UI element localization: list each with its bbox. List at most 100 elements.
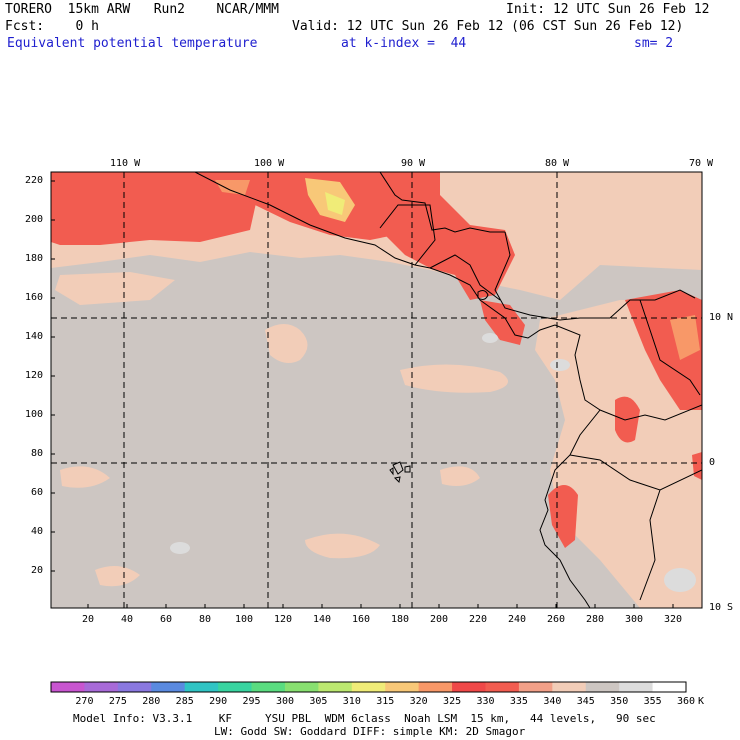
x-tick: 40 bbox=[121, 614, 134, 625]
lon-label-80w: 80 W bbox=[545, 158, 570, 169]
colorbar-swatch bbox=[84, 682, 119, 692]
y-tick: 80 bbox=[31, 448, 44, 459]
peach-blob-sw bbox=[95, 566, 140, 587]
colorbar-swatch bbox=[452, 682, 486, 692]
colorbar-swatch bbox=[385, 682, 420, 692]
border-brazil-peru bbox=[639, 489, 661, 601]
colorbar-swatch bbox=[485, 682, 520, 692]
colorbar-label: 300 bbox=[275, 696, 294, 707]
yellow-core-mexico bbox=[325, 192, 345, 215]
peach-blob-west-1 bbox=[55, 272, 175, 305]
y-tick: 40 bbox=[31, 526, 44, 537]
gray-spot-4 bbox=[664, 568, 696, 592]
peach-blob-w2 bbox=[60, 466, 110, 488]
x-tick: 200 bbox=[430, 614, 449, 625]
init-time: Init: 12 UTC Sun 26 Feb 12 bbox=[506, 2, 710, 17]
lon-label-110w: 110 W bbox=[110, 158, 141, 169]
colorbar-swatch bbox=[318, 682, 353, 692]
peach-blob-c2 bbox=[440, 466, 480, 486]
lat-label-0: 0 bbox=[709, 457, 716, 468]
x-tick: 60 bbox=[160, 614, 173, 625]
lon-label-90w: 90 W bbox=[401, 158, 426, 169]
gray-spot-3 bbox=[550, 359, 570, 371]
border-peru bbox=[569, 454, 702, 491]
colorbar-swatch bbox=[418, 682, 453, 692]
colorbar bbox=[50, 681, 687, 693]
x-tick: 180 bbox=[391, 614, 410, 625]
colorbar-swatch bbox=[151, 682, 186, 692]
colorbar-label: 305 bbox=[309, 696, 328, 707]
lake-nicaragua bbox=[477, 290, 489, 300]
colorbar-label: 330 bbox=[476, 696, 495, 707]
colorbar-label: 310 bbox=[342, 696, 361, 707]
field-name: Equivalent potential temperature bbox=[7, 36, 258, 51]
colorbar-label: 335 bbox=[509, 696, 528, 707]
theta-e-field bbox=[51, 172, 702, 608]
forecast-hour: Fcst: 0 h bbox=[5, 19, 99, 34]
y-tick: 20 bbox=[31, 565, 44, 576]
red-region-central-america bbox=[380, 195, 515, 300]
colorbar-swatch bbox=[184, 682, 219, 692]
orange-region-venezuela bbox=[670, 315, 700, 360]
lon-label-100w: 100 W bbox=[254, 158, 285, 169]
colorbar-label: 345 bbox=[576, 696, 595, 707]
y-tick: 100 bbox=[25, 409, 44, 420]
x-tick: 320 bbox=[664, 614, 683, 625]
coastline-south-america bbox=[539, 324, 601, 608]
x-tick: 140 bbox=[313, 614, 332, 625]
lon-label-70w: 70 W bbox=[689, 158, 714, 169]
coastline-mexico bbox=[194, 172, 431, 269]
x-tick: 220 bbox=[469, 614, 488, 625]
colorbar-label: 270 bbox=[75, 696, 94, 707]
y-tick: 220 bbox=[25, 175, 44, 186]
x-tick: 100 bbox=[235, 614, 254, 625]
colorbar-label: 280 bbox=[142, 696, 161, 707]
map-frame bbox=[50, 171, 703, 609]
peach-streak-central bbox=[400, 364, 508, 393]
x-tick: 120 bbox=[274, 614, 293, 625]
colorbar-label: 360 bbox=[677, 696, 696, 707]
colorbar-label: 295 bbox=[242, 696, 261, 707]
colorbar-swatch bbox=[518, 682, 553, 692]
colorbar-label: 285 bbox=[175, 696, 194, 707]
border-colombia-ecuador bbox=[599, 404, 702, 421]
x-tick: 300 bbox=[625, 614, 644, 625]
x-tick: 280 bbox=[586, 614, 605, 625]
galapagos-islands bbox=[389, 461, 411, 484]
colorbar-label: 340 bbox=[543, 696, 562, 707]
y-tick: 60 bbox=[31, 487, 44, 498]
red-region-northwest bbox=[51, 172, 260, 245]
colorbar-swatch bbox=[619, 682, 654, 692]
colorbar-label: 320 bbox=[409, 696, 428, 707]
k-index: at k-index = 44 bbox=[341, 36, 467, 51]
model-title: TORERO 15km ARW Run2 NCAR/MMM bbox=[5, 2, 279, 17]
latlon-grid bbox=[51, 172, 702, 608]
model-info: Model Info: V3.3.1 KF YSU PBL WDM 6class… bbox=[73, 712, 656, 725]
red-region-ecuador bbox=[548, 485, 578, 548]
lat-label-10n: 10 N bbox=[709, 312, 734, 323]
colorbar-swatch bbox=[351, 682, 386, 692]
coastline-yucatan bbox=[379, 172, 505, 233]
border-central-america bbox=[429, 254, 501, 301]
border-mexico-guatemala bbox=[379, 204, 436, 266]
y-tick: 180 bbox=[25, 253, 44, 264]
gray-spot-2 bbox=[482, 333, 498, 343]
peach-blob-mid bbox=[265, 324, 308, 364]
axis-tick-marks bbox=[51, 180, 674, 608]
colorbar-label: 350 bbox=[610, 696, 629, 707]
colorbar-frame bbox=[50, 681, 687, 693]
peach-blob-south bbox=[305, 533, 380, 559]
colorbar-swatch bbox=[251, 682, 286, 692]
y-tick: 200 bbox=[25, 214, 44, 225]
colorbar-label: 290 bbox=[209, 696, 228, 707]
colorbar-label: 275 bbox=[108, 696, 127, 707]
y-tick: 140 bbox=[25, 331, 44, 342]
x-tick: 260 bbox=[547, 614, 566, 625]
red-region-east-edge bbox=[692, 452, 702, 480]
x-tick: 80 bbox=[199, 614, 212, 625]
colorbar-unit: K bbox=[698, 696, 705, 707]
colorbar-swatch bbox=[552, 682, 587, 692]
smoothing: sm= 2 bbox=[634, 36, 674, 51]
colorbar-swatch bbox=[585, 682, 620, 692]
